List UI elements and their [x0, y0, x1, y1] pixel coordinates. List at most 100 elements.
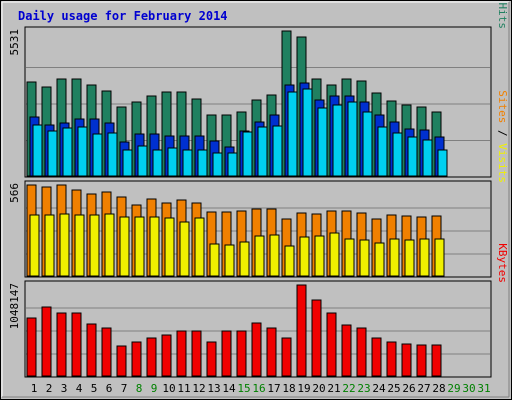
bar-hits-series2-day13: [212, 152, 223, 177]
x-tick-label: 17: [267, 382, 280, 395]
x-tick-label: 27: [417, 382, 430, 395]
x-tick-label: 7: [121, 382, 128, 395]
x-tick-label: 1: [31, 382, 38, 395]
bar-kbytes-series0-day3: [56, 312, 67, 377]
legend-entry: Visits: [496, 143, 509, 183]
bar-visits-series1-day18: [284, 245, 295, 277]
bar-hits-series2-day6: [107, 132, 118, 177]
bar-hits-series2-day2: [47, 130, 58, 177]
bar-hits-series2-day3: [62, 127, 73, 177]
bar-hits-series2-day10: [167, 147, 178, 177]
legend-entry: /: [496, 123, 509, 143]
bar-kbytes-series0-day7: [116, 345, 127, 377]
bar-kbytes-series0-day18: [281, 337, 292, 377]
x-tick-label: 8: [136, 382, 143, 395]
bar-hits-series2-day20: [317, 107, 328, 177]
legend-entry: Hits: [496, 3, 509, 30]
x-tick-label: 29: [447, 382, 460, 395]
bar-hits-series2-day19: [302, 88, 313, 177]
bar-kbytes-series0-day17: [266, 327, 277, 377]
bar-kbytes-series0-day23: [356, 327, 367, 377]
bar-kbytes-series0-day21: [326, 312, 337, 377]
bar-visits-series1-day14: [224, 244, 235, 277]
bar-kbytes-series0-day1: [26, 317, 37, 377]
bar-visits-series1-day8: [134, 216, 145, 277]
bar-kbytes-series0-day13: [206, 341, 217, 377]
bar-visits-series1-day13: [209, 243, 220, 277]
panel-kbytes: 1048147 KBytes: [8, 243, 509, 378]
bar-kbytes-series0-day16: [251, 322, 262, 377]
bar-hits-series2-day18: [287, 91, 298, 177]
x-tick-label: 20: [312, 382, 325, 395]
x-tick-label: 6: [106, 382, 113, 395]
bar-kbytes-series0-day12: [191, 330, 202, 377]
x-tick-label: 14: [222, 382, 236, 395]
bar-hits-series2-day28: [437, 149, 448, 177]
bar-visits-series1-day2: [44, 214, 55, 277]
bar-kbytes-series0-day5: [86, 323, 97, 377]
bar-hits-series2-day1: [32, 124, 43, 177]
bar-hits-series2-day25: [392, 132, 403, 177]
bar-visits-series1-day3: [59, 213, 70, 277]
bar-visits-series1-day11: [179, 221, 190, 277]
bar-kbytes-series0-day25: [386, 341, 397, 377]
bar-visits-series1-day16: [254, 235, 265, 277]
bar-kbytes-series0-day2: [41, 306, 52, 377]
x-tick-label: 4: [76, 382, 83, 395]
bar-hits-series2-day26: [407, 136, 418, 177]
x-tick-label: 2: [46, 382, 53, 395]
bar-visits-series1-day1: [29, 214, 40, 277]
x-tick-label: 10: [162, 382, 175, 395]
legend-entry: /: [496, 0, 509, 3]
bar-hits-series2-day17: [272, 125, 283, 177]
x-tick-label: 31: [477, 382, 490, 395]
bar-visits-series1-day28: [434, 238, 445, 277]
bar-visits-series1-day9: [149, 216, 160, 277]
x-tick-label: 24: [372, 382, 386, 395]
x-tick-label: 22: [342, 382, 355, 395]
bar-hits-series2-day15: [242, 131, 253, 177]
bar-visits-series1-day10: [164, 217, 175, 277]
bar-hits-series2-day7: [122, 149, 133, 177]
bar-kbytes-series0-day4: [71, 312, 82, 377]
bar-visits-series1-day21: [329, 232, 340, 277]
x-tick-label: 30: [462, 382, 475, 395]
bar-hits-series2-day21: [332, 104, 343, 177]
legend-entry: KBytes: [496, 243, 509, 283]
panel-hits-legend: Pages / Files / Hits: [496, 0, 509, 29]
x-tick-label: 19: [297, 382, 310, 395]
x-tick-label: 13: [207, 382, 220, 395]
bar-kbytes-series0-day20: [311, 299, 322, 377]
bar-visits-series1-day26: [404, 239, 415, 277]
bar-visits-series1-day22: [344, 238, 355, 277]
panel-hits: 5531 Pages / Files / Hits: [8, 0, 509, 178]
bar-kbytes-series0-day19: [296, 284, 307, 377]
bar-kbytes-series0-day9: [146, 337, 157, 377]
panel-hits-max-label: 5531: [8, 29, 21, 56]
bar-kbytes-series0-day15: [236, 330, 247, 377]
bar-kbytes-series0-day10: [161, 334, 172, 377]
bar-hits-series2-day5: [92, 133, 103, 177]
bar-hits-series2-day27: [422, 139, 433, 177]
bar-hits-series2-day14: [227, 152, 238, 177]
bar-visits-series1-day6: [104, 213, 115, 277]
bar-visits-series1-day23: [359, 239, 370, 277]
bar-kbytes-series0-day6: [101, 327, 112, 377]
bar-kbytes-series0-day26: [401, 343, 412, 377]
x-tick-label: 11: [177, 382, 190, 395]
bar-visits-series1-day15: [239, 241, 250, 277]
x-tick-label: 5: [91, 382, 98, 395]
bar-hits-series2-day8: [137, 145, 148, 177]
x-tick-label: 15: [237, 382, 250, 395]
panel-visits: 566 Sites / Visits: [8, 90, 509, 278]
bar-hits-series2-day16: [257, 126, 268, 177]
bar-visits-series1-day27: [419, 238, 430, 277]
bar-hits-series2-day24: [377, 126, 388, 177]
bar-kbytes-series0-day28: [431, 344, 442, 377]
x-tick-label: 9: [151, 382, 158, 395]
bar-kbytes-series0-day22: [341, 324, 352, 377]
bar-kbytes-series0-day24: [371, 337, 382, 377]
panel-kbytes-legend: KBytes: [496, 243, 509, 283]
bar-visits-series1-day12: [194, 217, 205, 277]
bar-visits-series1-day4: [74, 214, 85, 277]
